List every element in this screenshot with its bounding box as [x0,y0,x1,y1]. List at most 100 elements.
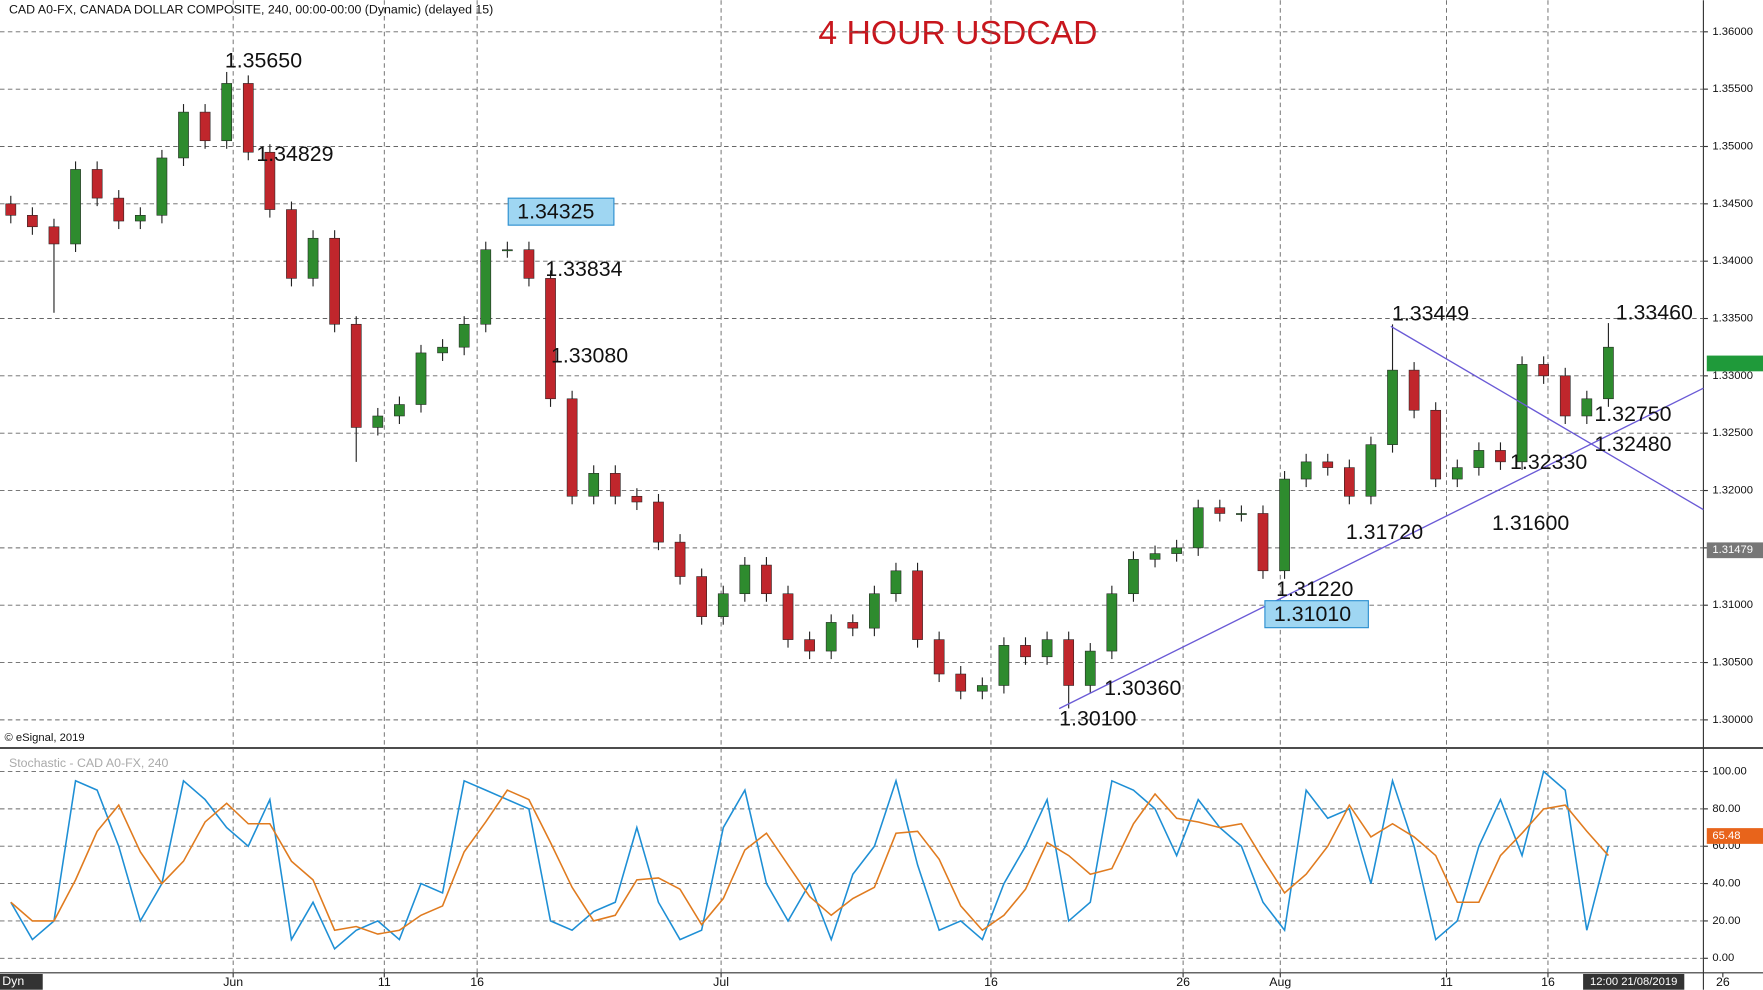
x-tick-label: 11 [1440,975,1453,989]
candle-body [588,473,600,497]
candle-body [502,249,513,252]
candle-body [631,495,643,503]
candle-body [804,639,815,652]
candle-body [1128,559,1139,595]
candle-body [545,278,556,400]
y-tick-label: 1.30500 [1712,657,1753,669]
candle-body [1473,450,1485,468]
candle-body [48,226,60,245]
candle-body [1084,650,1096,686]
candle-body [70,169,81,245]
y-tick-label: 1.31000 [1712,599,1753,611]
candle-body [976,685,988,692]
x-tick-label: 11 [378,975,391,989]
candle-body [825,622,837,652]
candle-body [480,249,492,325]
candle-body [372,415,384,428]
candle-body [264,151,276,210]
x-tick-label: 26 [1176,975,1190,989]
candle-body [394,404,405,417]
candle-body [1063,639,1075,686]
y-tick-label: 1.32500 [1712,427,1753,439]
y-tick-label: 1.32000 [1712,484,1753,496]
x-tick-label: Jul [713,975,729,989]
y-tick-label: 20.00 [1712,915,1740,927]
candle-body [286,209,297,279]
trend-line [1390,325,1704,511]
last-value-label: 65.48 [1712,830,1740,842]
y-tick-label: 1.33500 [1712,312,1753,324]
current-price-box [1706,355,1763,372]
candle-body [1581,398,1593,417]
x-tick-label: 16 [984,975,998,989]
annotation: 1.32750 [1594,402,1671,426]
source: © eSignal, 2019 [4,732,84,744]
candle-body [674,541,686,577]
candle-body [696,576,707,617]
candle-body [1041,639,1053,658]
candle-body [178,111,189,159]
annotation: 1.31010 [1274,602,1351,626]
candle-body [1192,507,1204,549]
last-price-label: 1.31479 [1712,544,1753,556]
candle-body [1516,364,1528,463]
y-tick-label: 1.34500 [1712,198,1753,210]
x-tick-label: 26 [1716,975,1730,989]
candle-body [350,323,362,428]
annotation: 1.32330 [1510,450,1587,474]
y-tick-label: 100.00 [1712,765,1746,777]
candle-body [1365,444,1377,497]
chart-header: CAD A0-FX, CANADA DOLLAR COMPOSITE, 240,… [9,3,493,17]
cursor-date-box [1583,973,1685,990]
y-tick-label: 1.35000 [1712,140,1753,152]
candle-body [717,593,729,617]
candle-body [242,83,254,153]
y-tick-label: 0.00 [1712,952,1734,964]
candle-body [1451,467,1463,480]
cursor-date: 12:00 21/08/2019 [1590,976,1677,988]
candle-body [1538,364,1549,377]
candle-body [998,645,1010,686]
x-tick-label: Aug [1269,975,1291,989]
annotation: 1.31220 [1276,577,1353,601]
candle-body [156,157,168,216]
candle-body [1257,513,1269,572]
annotation: 1.32480 [1594,432,1671,456]
annotation: 1.30100 [1059,707,1136,731]
candle-body [221,83,233,142]
corner-box [0,973,43,990]
candle-body [523,249,535,279]
trend-line [1058,387,1704,710]
annotation: 1.33080 [551,343,628,367]
x-tick-label: 16 [1541,975,1555,989]
y-tick-label: 1.35500 [1712,83,1753,95]
candle-body [761,564,772,595]
candle-body [1106,593,1118,652]
candle-body [1495,450,1506,463]
candle-body [653,501,664,543]
candle-body [912,570,923,640]
candle-body [869,593,880,629]
candle-body [566,398,578,497]
x-tick-label: 16 [470,975,484,989]
y-tick-label: 80.00 [1712,803,1740,815]
candle-body [329,237,340,325]
last-price-box [1706,542,1763,559]
candle-body [1020,645,1031,658]
candle-body [113,197,125,222]
annotation: 1.35650 [225,49,302,73]
candle-body [1387,369,1398,445]
stochastic-title: Stochastic - CAD A0-FX, 240 [9,756,168,770]
candle-body [782,593,794,640]
y-tick-label: 1.34000 [1712,255,1753,267]
corner-label: Dyn [2,974,24,988]
last-value-box [1706,828,1763,844]
annotation: 1.33834 [545,257,622,281]
annotation: 1.34829 [256,142,333,166]
annotation: 1.33460 [1616,301,1693,325]
candle-body [5,203,17,216]
candle-body [1430,409,1442,480]
candle-body [437,346,448,354]
